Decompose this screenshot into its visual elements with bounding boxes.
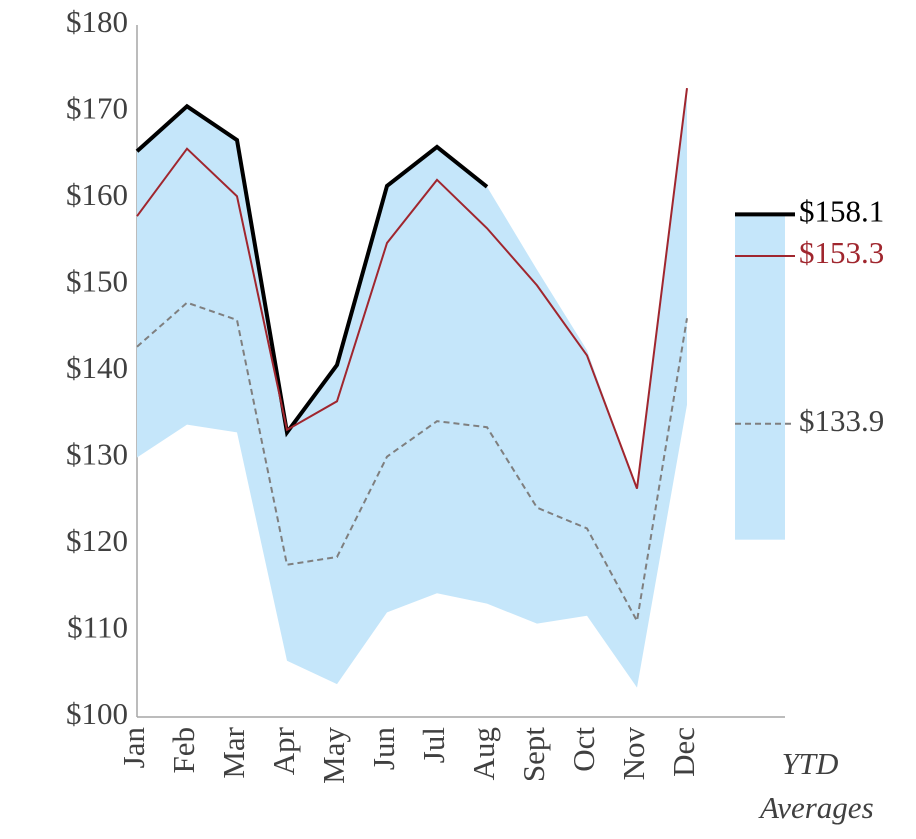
y-tick-label: $180 — [66, 4, 128, 39]
y-tick-label: $100 — [66, 696, 128, 731]
x-tick-label: Jul — [416, 727, 451, 763]
ytd-value-label: $133.9 — [799, 403, 884, 438]
x-tick-label: Jan — [116, 727, 151, 769]
x-tick-label: May — [316, 727, 351, 784]
x-tick-label: Oct — [566, 727, 601, 772]
y-tick-label: $170 — [66, 91, 128, 126]
y-tick-label: $110 — [67, 610, 128, 645]
ytd-band — [735, 214, 785, 540]
x-tick-label: Nov — [616, 727, 651, 781]
x-tick-label: Apr — [266, 726, 301, 775]
y-tick-label: $160 — [66, 177, 128, 212]
band-area — [137, 88, 687, 688]
x-tick-label: Mar — [216, 726, 251, 778]
series-line — [135, 103, 489, 438]
ytd-value-label: $158.1 — [799, 194, 884, 229]
x-tick-label: Feb — [166, 727, 201, 774]
series-line — [136, 301, 688, 625]
y-tick-label: $150 — [66, 264, 128, 299]
y-tick-label: $120 — [66, 523, 128, 558]
ytd-value-label: $153.3 — [799, 235, 884, 270]
x-tick-label: Sept — [516, 727, 551, 783]
y-tick-label: $130 — [66, 437, 128, 472]
x-tick-label: Dec — [666, 727, 701, 777]
x-tick-label: Jun — [366, 727, 401, 771]
ytd-category-label: YTD Averages — [760, 746, 874, 825]
y-tick-label: $140 — [66, 350, 128, 385]
x-tick-label: Aug — [466, 727, 501, 780]
series-line — [136, 88, 688, 489]
